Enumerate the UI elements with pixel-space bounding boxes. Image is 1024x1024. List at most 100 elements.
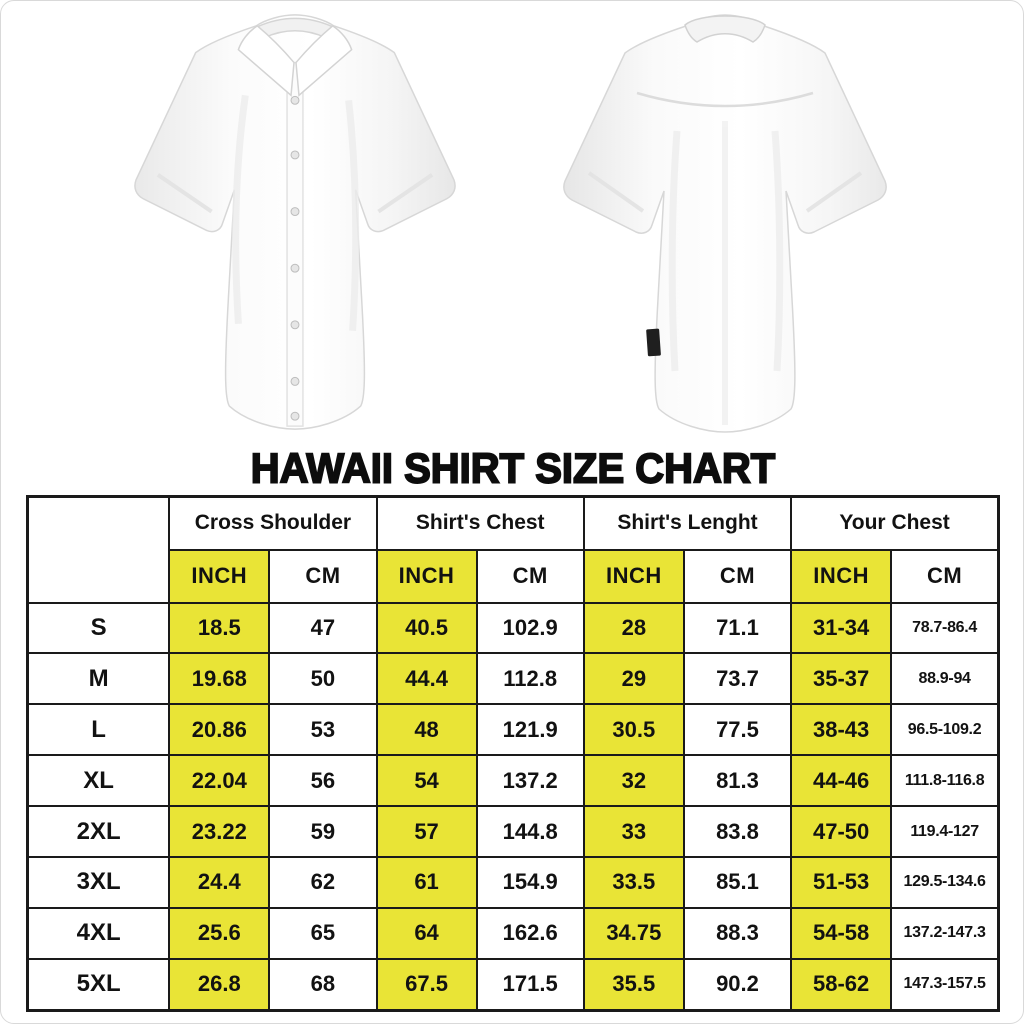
page-title: HAWAII SHIRT SIZE CHART — [250, 445, 776, 493]
value-cell: 96.5-109.2 — [890, 703, 1000, 757]
corner-cell — [26, 495, 171, 604]
value-cell: 31-34 — [790, 601, 893, 655]
unit-header-cell: CM — [682, 548, 793, 604]
size-cell: 2XL — [26, 805, 171, 858]
unit-header-cell: INCH — [582, 548, 685, 604]
value-cell: 88.9-94 — [890, 652, 1000, 706]
value-cell: 30.5 — [582, 703, 685, 757]
value-cell: 65 — [268, 906, 378, 960]
value-cell: 147.3-157.5 — [890, 957, 1000, 1012]
value-cell: 64 — [375, 906, 478, 960]
value-cell: 29 — [582, 652, 685, 706]
value-cell: 26.8 — [168, 957, 271, 1012]
value-cell: 22.04 — [168, 754, 271, 808]
value-cell: 59 — [268, 805, 378, 858]
value-cell: 18.5 — [168, 601, 271, 655]
value-cell: 28 — [582, 601, 685, 655]
value-cell: 54-58 — [790, 906, 893, 960]
table-row: M 19.68 50 44.4 112.8 29 73.7 35-37 88.9-94 — [26, 652, 1000, 706]
value-cell: 35.5 — [582, 957, 685, 1012]
value-cell: 48 — [375, 703, 478, 757]
group-header-cell: Your Chest — [790, 495, 1000, 551]
shirt-front-image — [134, 14, 456, 430]
group-header-cell: Shirt's Lenght — [582, 495, 793, 551]
unit-header-cell: CM — [268, 548, 378, 604]
unit-header-cell: INCH — [168, 548, 271, 604]
table-row: 3XL 24.4 62 61 154.9 33.5 85.1 51-53 129.5-134.6 — [26, 855, 1000, 909]
value-cell: 20.86 — [168, 703, 271, 757]
shirt-yoke-seam — [636, 91, 814, 108]
table-row: 4XL 25.6 65 64 162.6 34.75 88.3 54-58 137.2-147.… — [26, 906, 1000, 960]
value-cell: 129.5-134.6 — [890, 855, 1000, 909]
value-cell: 121.9 — [475, 703, 585, 757]
value-cell: 144.8 — [475, 805, 585, 858]
unit-header-cell: CM — [890, 548, 1000, 604]
value-cell: 78.7-86.4 — [890, 601, 1000, 655]
size-cell: L — [26, 703, 171, 757]
value-cell: 111.8-116.8 — [890, 754, 1000, 808]
value-cell: 25.6 — [168, 906, 271, 960]
value-cell: 57 — [375, 805, 478, 858]
table-row: S 18.5 47 40.5 102.9 28 71.1 31-34 78.7-86.4 — [26, 601, 1000, 655]
shirt-buttons — [290, 95, 300, 421]
shirt-side-tag — [646, 328, 661, 357]
unit-header-cell: INCH — [790, 548, 893, 604]
table-row: L 20.86 53 48 121.9 30.5 77.5 38-43 96.5-109.2 — [26, 703, 1000, 757]
unit-header-cell: INCH — [375, 548, 478, 604]
size-cell: M — [26, 652, 171, 706]
value-cell: 33 — [582, 805, 685, 858]
value-cell: 119.4-127 — [890, 805, 1000, 858]
shirt-back-image — [563, 14, 887, 433]
value-cell: 137.2 — [475, 754, 585, 808]
size-cell: 3XL — [26, 855, 171, 909]
shirt-collar — [237, 24, 295, 97]
value-cell: 50 — [268, 652, 378, 706]
value-cell: 24.4 — [168, 855, 271, 909]
value-cell: 44.4 — [375, 652, 478, 706]
value-cell: 34.75 — [582, 906, 685, 960]
size-chart-head: Cross Shoulder Shirt's Chest Shirt's Lengh… — [26, 495, 1000, 604]
size-cell: 4XL — [26, 906, 171, 960]
value-cell: 54 — [375, 754, 478, 808]
value-cell: 90.2 — [682, 957, 793, 1012]
value-cell: 35-37 — [790, 652, 893, 706]
value-cell: 62 — [268, 855, 378, 909]
table-row: XL 22.04 56 54 137.2 32 81.3 44-46 111.8-116.8 — [26, 754, 1000, 808]
value-cell: 71.1 — [682, 601, 793, 655]
value-cell: 171.5 — [475, 957, 585, 1012]
value-cell: 77.5 — [682, 703, 793, 757]
value-cell: 112.8 — [475, 652, 585, 706]
value-cell: 102.9 — [475, 601, 585, 655]
size-chart-wrap: Cross Shoulder Shirt's Chest Shirt's Lengh… — [26, 495, 1000, 1012]
group-header-cell: Cross Shoulder — [168, 495, 378, 551]
value-cell: 47-50 — [790, 805, 893, 858]
shirt-images-row — [1, 1, 1023, 445]
value-cell: 44-46 — [790, 754, 893, 808]
unit-header-cell: CM — [475, 548, 585, 604]
size-chart-body: S 18.5 47 40.5 102.9 28 71.1 31-34 78.7-86.4 M 19.… — [26, 601, 1000, 1012]
size-cell: XL — [26, 754, 171, 808]
shirt-placket — [286, 61, 304, 427]
value-cell: 33.5 — [582, 855, 685, 909]
value-cell: 61 — [375, 855, 478, 909]
value-cell: 88.3 — [682, 906, 793, 960]
value-cell: 83.8 — [682, 805, 793, 858]
value-cell: 137.2-147.3 — [890, 906, 1000, 960]
value-cell: 51-53 — [790, 855, 893, 909]
value-cell: 23.22 — [168, 805, 271, 858]
value-cell: 73.7 — [682, 652, 793, 706]
value-cell: 19.68 — [168, 652, 271, 706]
value-cell: 68 — [268, 957, 378, 1012]
value-cell: 162.6 — [475, 906, 585, 960]
group-header-cell: Shirt's Chest — [375, 495, 585, 551]
value-cell: 58-62 — [790, 957, 893, 1012]
size-chart-table: Cross Shoulder Shirt's Chest Shirt's Lengh… — [26, 495, 1000, 1012]
size-cell: 5XL — [26, 957, 171, 1012]
value-cell: 40.5 — [375, 601, 478, 655]
table-row: 2XL 23.22 59 57 144.8 33 83.8 47-50 119.4-127 — [26, 805, 1000, 858]
value-cell: 154.9 — [475, 855, 585, 909]
shirt-back-collar — [684, 15, 766, 43]
value-cell: 85.1 — [682, 855, 793, 909]
value-cell: 38-43 — [790, 703, 893, 757]
